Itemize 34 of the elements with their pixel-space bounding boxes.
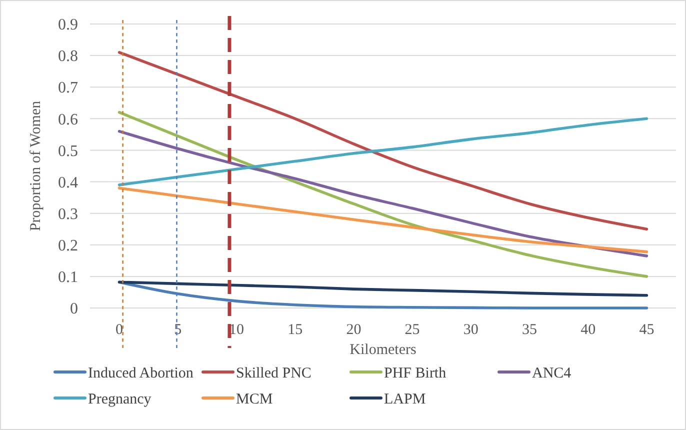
y-tick-label: 0 — [70, 300, 78, 318]
y-tick-label: 0.3 — [58, 206, 78, 223]
y-tick-label: 0.2 — [58, 237, 78, 254]
y-axis-title: Proportion of Women — [28, 100, 44, 232]
legend-label: Pregnancy — [88, 391, 152, 408]
line-series — [118, 51, 648, 231]
y-tick-label: 0.4 — [58, 174, 78, 192]
legend-label: Induced Abortion — [88, 365, 194, 382]
x-tick-label: 40 — [580, 322, 596, 338]
legend-label: LAPM — [384, 391, 426, 408]
y-tick-label: 0.1 — [58, 269, 78, 286]
y-tick-label: 0.8 — [58, 48, 78, 66]
x-tick-label: 25 — [404, 322, 420, 338]
x-tick-label: 0 — [116, 322, 124, 338]
legend-label: ANC4 — [532, 365, 572, 382]
line-series — [118, 186, 648, 254]
legend-label: PHF Birth — [384, 365, 447, 382]
line-series — [118, 117, 648, 186]
y-tick-label: 0.5 — [58, 142, 78, 160]
x-tick-label: 20 — [346, 322, 362, 338]
x-tick-label: 10 — [229, 322, 244, 338]
x-tick-label: 30 — [463, 322, 478, 338]
x-tick-label: 15 — [288, 322, 303, 338]
y-tick-label: 0.7 — [58, 80, 78, 97]
x-tick-label: 35 — [522, 322, 537, 338]
x-tick-label: 45 — [639, 322, 654, 338]
x-tick-label: 5 — [174, 322, 182, 338]
legend-label: MCM — [236, 391, 273, 408]
line-series — [118, 130, 648, 258]
legend-label: Skilled PNC — [236, 365, 312, 382]
x-axis-title: Kilometers — [350, 342, 416, 358]
y-tick-label: 0.9 — [58, 16, 78, 34]
y-tick-label: 0.6 — [58, 111, 78, 128]
line-series — [118, 280, 648, 297]
